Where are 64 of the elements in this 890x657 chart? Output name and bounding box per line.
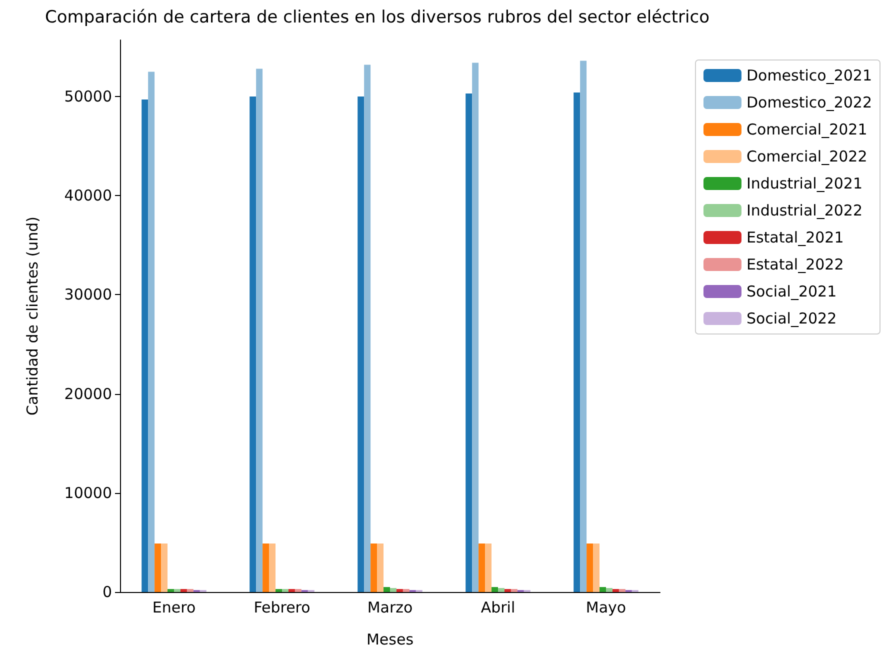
bar	[262, 543, 270, 592]
legend-label: Domestico_2021	[746, 66, 872, 84]
bar	[612, 589, 619, 592]
legend-label: Estatal_2021	[746, 228, 844, 246]
bar	[396, 589, 403, 592]
bar	[364, 64, 371, 592]
legend-label: Comercial_2021	[746, 120, 868, 138]
x-tick-label: Marzo	[367, 598, 413, 616]
x-tick-label: Febrero	[254, 598, 310, 616]
bar	[574, 92, 580, 592]
y-tick-label: 40000	[64, 186, 112, 205]
bar	[180, 589, 187, 592]
bar	[618, 589, 626, 592]
bar	[154, 543, 162, 592]
legend-label: Social_2021	[746, 282, 837, 300]
bar	[256, 68, 263, 592]
bar	[276, 589, 282, 592]
bar	[402, 589, 410, 592]
bar	[485, 543, 492, 592]
bar	[370, 543, 378, 592]
bar	[580, 60, 587, 592]
legend-label: Domestico_2022	[746, 94, 872, 112]
x-tick-label: Mayo	[586, 598, 626, 616]
chart-title: Comparación de cartera de clientes en los diversos rubros del sector eléctrico	[45, 8, 710, 28]
bar	[384, 587, 390, 592]
x-axis-title: Meses	[366, 630, 414, 648]
bar	[510, 589, 518, 592]
bar	[600, 587, 606, 592]
y-tick-label: 0	[102, 583, 112, 601]
bar	[492, 587, 498, 592]
bar	[586, 543, 594, 592]
bar	[358, 96, 364, 592]
bar	[161, 543, 168, 592]
y-axis-title: Cantidad de clientes (und)	[24, 216, 42, 416]
legend-label: Comercial_2022	[746, 148, 868, 166]
bar	[472, 62, 479, 592]
bar	[142, 99, 148, 592]
bar	[478, 543, 486, 592]
bar	[504, 589, 511, 592]
bar	[148, 72, 155, 592]
bar	[377, 543, 384, 592]
bar	[606, 588, 612, 592]
bar	[168, 589, 174, 592]
y-tick-label: 10000	[64, 484, 112, 502]
bar	[498, 588, 504, 592]
bar	[593, 543, 600, 592]
bar	[294, 589, 302, 592]
y-tick-label: 50000	[64, 87, 112, 106]
bar	[288, 589, 295, 592]
bar	[269, 543, 276, 592]
bar	[466, 94, 472, 592]
legend-label: Social_2022	[746, 310, 837, 328]
x-tick-label: Abril	[480, 598, 516, 616]
x-tick-label: Enero	[152, 598, 196, 616]
bar	[174, 589, 180, 592]
y-tick-label: 20000	[64, 384, 112, 403]
legend-label: Industrial_2021	[746, 174, 862, 192]
legend-label: Estatal_2022	[746, 256, 844, 274]
bar	[282, 589, 288, 592]
bar	[390, 588, 396, 592]
y-tick-label: 30000	[64, 286, 112, 304]
legend-label: Industrial_2022	[746, 202, 862, 220]
bar	[186, 589, 194, 592]
bar	[250, 96, 256, 592]
